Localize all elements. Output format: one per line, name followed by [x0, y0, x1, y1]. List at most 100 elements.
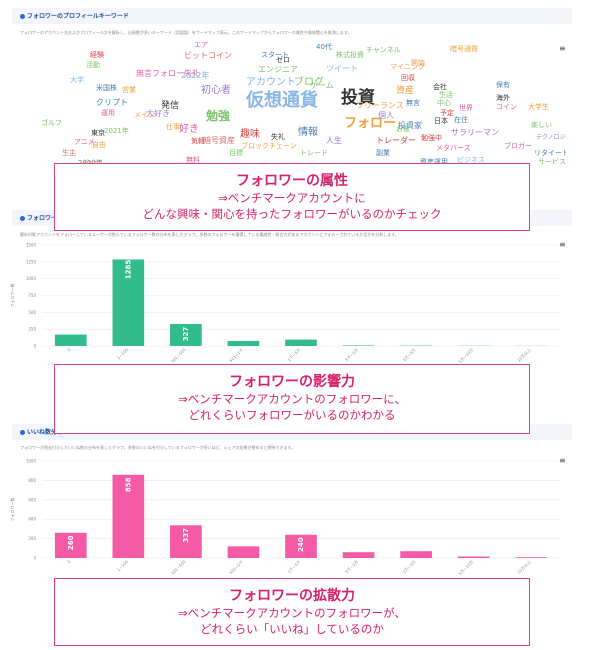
keyword-word: 活動 [86, 61, 100, 69]
keyword-word: 趣味 [240, 129, 260, 140]
likes-x-tick-label: 10万以上 [516, 558, 532, 574]
influence-y-tick-label: 1000 [26, 276, 37, 281]
keyword-word: 回収 [401, 74, 415, 82]
likes-chart: 0 200 400 600 800 1000 フォロワー数 260 0 858 1~100 337 10… [0, 452, 589, 580]
keyword-word: コイン [496, 103, 517, 111]
influence-y-tick-label: 250 [28, 327, 36, 332]
keyword-word: 初心者 [201, 85, 231, 96]
keyword-word: マイニング [390, 63, 425, 71]
keyword-word: メタバース [436, 144, 471, 152]
keyword-word: フリーランス [356, 101, 404, 110]
influence-y-tick-label: 0 [33, 344, 36, 349]
keyword-word: サービス [538, 158, 566, 165]
keyword-word: 好き [179, 124, 199, 135]
influence-bar [227, 340, 260, 346]
keyword-word: 40代 [316, 43, 332, 51]
influence-bar [170, 323, 202, 346]
likes-y-tick-label: 800 [28, 478, 36, 483]
keyword-word: 投資 [341, 88, 375, 108]
keyword-word: 大学生 [528, 103, 549, 111]
keyword-word: 勉強 [206, 109, 231, 123]
keyword-word: 東京 [91, 129, 105, 137]
likes-data-label: 240 [297, 537, 305, 552]
keyword-word: 営業 [122, 86, 136, 94]
callout-spread-line2: どれくらい「いいね」しているのか [200, 622, 384, 637]
keyword-word: 気軽 [191, 137, 205, 145]
likes-y-tick-label: 600 [28, 497, 36, 502]
likes-panel-title-text: いいね数分布 [27, 429, 64, 436]
callout-spread-title: フォロワーの拡散力 [229, 588, 355, 604]
influence-chart: 0 250 500 750 1000 1250 1500 フォロワー数 0 1285 1~100 32… [0, 238, 589, 368]
keyword-word: ブログ [294, 77, 324, 88]
likes-x-tick-label: 1~100 [116, 559, 129, 572]
influence-bar [285, 339, 317, 346]
influence-bar [342, 345, 375, 346]
keyword-word: アカウント [246, 77, 296, 88]
keyword-word: エア [194, 42, 208, 49]
keyword-word: 資産運用 [420, 158, 448, 165]
influence-x-tick-label: 5千~1万 [343, 346, 359, 362]
likes-bar [285, 534, 317, 558]
keyword-word: アニメ [74, 138, 95, 146]
keyword-word: 開始 [411, 59, 425, 67]
influence-y-tick-label: 1250 [26, 259, 37, 264]
hamburger-icon[interactable]: ≡ [559, 44, 566, 53]
keyword-word: ゼロ [276, 56, 290, 64]
keyword-word: 予定 [440, 109, 454, 117]
keyword-word: 無言フォロー失礼 [136, 69, 200, 78]
keyword-word: エンジニア [258, 65, 298, 74]
keyword-word: スタート [261, 51, 289, 59]
keyword-word: ゲーム [310, 81, 334, 90]
likes-bar [400, 551, 432, 558]
keyword-word: 米国株 [96, 84, 117, 92]
hamburger-icon[interactable]: ≡ [559, 240, 566, 249]
callout-attributes-title: フォロワーの属性 [236, 173, 348, 189]
likes-data-label: 858 [124, 477, 132, 492]
keyword-word: メイン [134, 111, 155, 119]
keyword-word: リタイート [534, 149, 566, 157]
likes-x-tick-label: 1千~5千 [286, 558, 302, 574]
keyword-word: クリプト [96, 98, 128, 107]
likes-bar [342, 552, 375, 558]
keyword-word: 情報 [298, 127, 318, 138]
likes-y-tick-label: 1000 [26, 459, 37, 464]
keyword-word: 自由 [92, 141, 106, 149]
keyword-panel-title-text: フォロワーのプロフィールキーワード [27, 13, 129, 20]
keyword-wordcloud: 仮想通貨 投資 フォロー 勉強 初心者 好き アカウント ブログ 情報 趣味 資産 発信 エンジニア 暗号… [26, 42, 566, 164]
likes-bar [112, 474, 145, 558]
keyword-word: チャンネル [366, 46, 401, 54]
likes-x-tick-label: 101~500 [170, 559, 187, 576]
likes-y-tick-label: 400 [28, 517, 36, 522]
callout-influence-line2: どれくらいフォロワーがいるのかわかる [188, 408, 396, 423]
influence-x-tick-label: 501~1千 [228, 346, 245, 363]
likes-panel-description: フォロワーが過去付与したいいね数の分布を表したグラフ。多数のいいねを付与している… [20, 445, 296, 450]
influence-x-tick-label: 10万以上 [516, 346, 532, 362]
influence-bar [112, 259, 145, 346]
callout-spread: フォロワーの拡散力 ⇒ベンチマークアカウントのフォロワーが、 どれくらい「いいね… [54, 578, 530, 646]
keyword-panel-description: フォロワーのアカウント名およびプロフィール文を解析し、出現数が多いキーワード（用… [20, 30, 352, 35]
chat-bubble-icon [20, 14, 25, 19]
influence-y-tick-label: 750 [28, 293, 36, 298]
keyword-word: 個人 [378, 111, 394, 120]
influence-y-tick-label: 500 [28, 310, 36, 315]
keyword-word: 運用 [101, 109, 115, 117]
influence-data-label: 327 [182, 327, 190, 342]
keyword-word: ブロックチェーン [241, 142, 297, 150]
keyword-word: 2020年 [78, 159, 103, 165]
chat-bubble-icon [20, 430, 25, 435]
keyword-word: ツイート [326, 64, 358, 73]
likes-y-axis-label: フォロワー数 [9, 498, 15, 522]
keyword-word: 大好き [146, 109, 170, 118]
keyword-word: 経験 [90, 51, 104, 59]
likes-x-tick-label: 5万~10万 [457, 559, 474, 576]
likes-bar [515, 557, 548, 558]
influence-bar [54, 334, 87, 346]
hamburger-icon[interactable]: ≡ [559, 456, 566, 465]
keyword-word: 2021年 [104, 127, 129, 135]
keyword-word: 中心 [437, 99, 451, 107]
likes-bar [457, 556, 490, 558]
likes-bar-chart: 0 200 400 600 800 1000 フォロワー数 260 0 858 1~100 337 10… [9, 459, 560, 576]
keyword-panel-header: フォロワーのプロフィールキーワード [12, 8, 572, 24]
keyword-word: 人生 [326, 136, 342, 145]
